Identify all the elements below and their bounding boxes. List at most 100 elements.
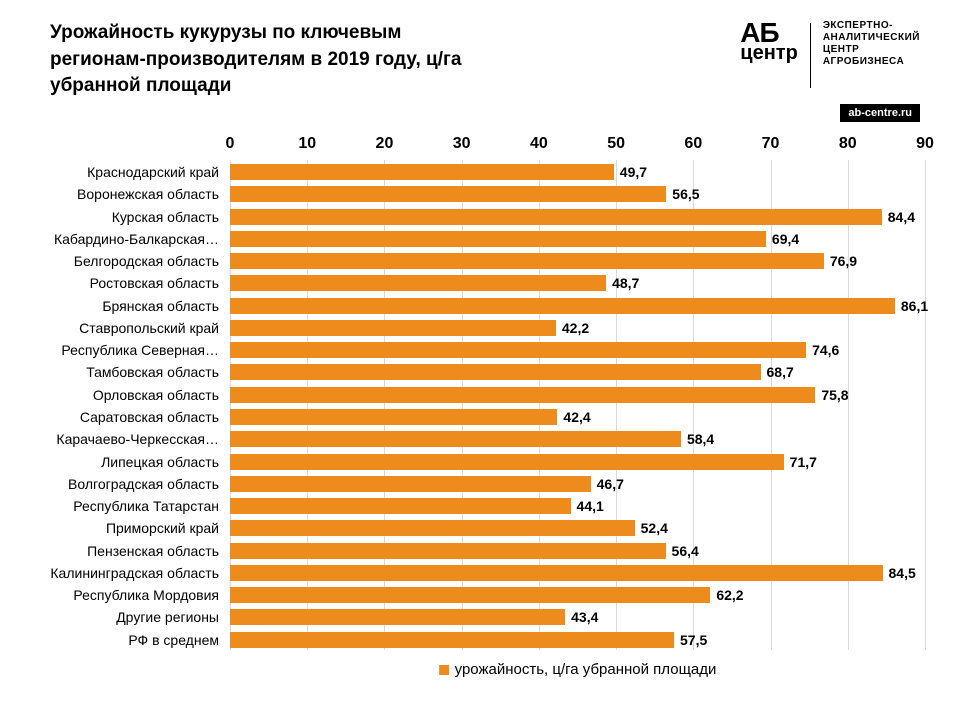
bar-row: Брянская область86,1 [230, 294, 925, 316]
value-label: 74,6 [812, 338, 839, 362]
category-label: Белгородская область [45, 249, 225, 273]
value-label: 69,4 [772, 227, 799, 251]
value-label: 46,7 [597, 472, 624, 496]
logo: АБ центр ЭКСПЕРТНО- АНАЛИТИЧЕСКИЙ ЦЕНТР … [740, 20, 920, 100]
bar-row: Волгоградская область46,7 [230, 472, 925, 494]
bar [230, 209, 882, 225]
x-axis-tick-label: 70 [762, 135, 780, 153]
value-label: 44,1 [577, 494, 604, 518]
category-label: Другие регионы [45, 605, 225, 629]
bar [230, 387, 815, 403]
category-label: Брянская область [45, 294, 225, 318]
x-axis-tick-label: 10 [298, 135, 316, 153]
category-label: Карачаево-Черкесская… [45, 427, 225, 451]
bar-row: Курская область84,4 [230, 205, 925, 227]
bar [230, 409, 557, 425]
value-label: 75,8 [821, 383, 848, 407]
bar-row: Ставропольский край42,2 [230, 316, 925, 338]
category-label: Липецкая область [45, 450, 225, 474]
value-label: 84,4 [888, 205, 915, 229]
bar-row: Карачаево-Черкесская…58,4 [230, 427, 925, 449]
bar [230, 342, 806, 358]
x-axis-tick-label: 60 [684, 135, 702, 153]
category-label: Орловская область [45, 383, 225, 407]
category-label: Кабардино-Балкарская… [45, 227, 225, 251]
value-label: 49,7 [620, 160, 647, 184]
bar-row: Саратовская область42,4 [230, 405, 925, 427]
bar-row: Белгородская область76,9 [230, 249, 925, 271]
value-label: 42,2 [562, 316, 589, 340]
value-label: 58,4 [687, 427, 714, 451]
bar [230, 520, 635, 536]
value-label: 56,4 [672, 539, 699, 563]
category-label: Волгоградская область [45, 472, 225, 496]
bar-row: Ростовская область48,7 [230, 271, 925, 293]
x-axis-tick-label: 20 [376, 135, 394, 153]
value-label: 62,2 [716, 583, 743, 607]
value-label: 71,7 [790, 450, 817, 474]
category-label: Пензенская область [45, 539, 225, 563]
bar [230, 565, 883, 581]
category-label: Тамбовская область [45, 360, 225, 384]
legend-swatch [439, 665, 449, 675]
legend: урожайность, ц/га убранной площади [439, 661, 717, 678]
bar [230, 454, 784, 470]
bar-row: Калининградская область84,5 [230, 561, 925, 583]
bar [230, 431, 681, 447]
category-label: Калининградская область [45, 561, 225, 585]
value-label: 56,5 [672, 182, 699, 206]
bar [230, 164, 614, 180]
bar [230, 253, 824, 269]
category-label: Республика Северная… [45, 338, 225, 362]
bar-row: Пензенская область56,4 [230, 539, 925, 561]
value-label: 68,7 [767, 360, 794, 384]
plot-area: урожайность, ц/га убранной площади 01020… [230, 160, 925, 650]
x-axis-tick-label: 50 [607, 135, 625, 153]
value-label: 42,4 [563, 405, 590, 429]
bar-row: Другие регионы43,4 [230, 605, 925, 627]
bar-row: Краснодарский край49,7 [230, 160, 925, 182]
gridline [925, 160, 926, 650]
bar [230, 320, 556, 336]
x-axis-tick-label: 0 [226, 135, 235, 153]
bar [230, 609, 565, 625]
category-label: Ростовская область [45, 271, 225, 295]
bar-row: Республика Татарстан44,1 [230, 494, 925, 516]
value-label: 48,7 [612, 271, 639, 295]
bar [230, 543, 666, 559]
bar [230, 498, 571, 514]
bar-row: Кабардино-Балкарская…69,4 [230, 227, 925, 249]
value-label: 57,5 [680, 628, 707, 652]
category-label: Саратовская область [45, 405, 225, 429]
category-label: Курская область [45, 205, 225, 229]
category-label: Республика Татарстан [45, 494, 225, 518]
x-axis-tick-label: 30 [453, 135, 471, 153]
logo-divider [810, 23, 811, 88]
value-label: 76,9 [830, 249, 857, 273]
category-label: Воронежская область [45, 182, 225, 206]
bar [230, 476, 591, 492]
x-axis-tick-label: 80 [839, 135, 857, 153]
x-axis-tick-label: 90 [916, 135, 934, 153]
bar-row: Приморский край52,4 [230, 516, 925, 538]
value-label: 52,4 [641, 516, 668, 540]
logo-centr: центр [740, 43, 798, 63]
bar-row: Орловская область75,8 [230, 383, 925, 405]
legend-label: урожайность, ц/га убранной площади [455, 661, 717, 678]
logo-url: ab-centre.ru [840, 104, 920, 122]
bar [230, 632, 674, 648]
bar-row: Тамбовская область68,7 [230, 360, 925, 382]
chart-title: Урожайность кукурузы по ключевым региона… [50, 20, 480, 100]
bar [230, 231, 766, 247]
bar-row: Воронежская область56,5 [230, 182, 925, 204]
chart: урожайность, ц/га убранной площади 0 10 20… [50, 130, 925, 680]
logo-tagline: ЭКСПЕРТНО- АНАЛИТИЧЕСКИЙ ЦЕНТР АГРОБИЗНЕ… [823, 20, 920, 68]
bar-row: Липецкая область71,7 [230, 450, 925, 472]
category-label: Краснодарский край [45, 160, 225, 184]
category-label: Приморский край [45, 516, 225, 540]
value-label: 84,5 [889, 561, 916, 585]
x-axis-tick-label: 40 [530, 135, 548, 153]
category-label: РФ в среднем [45, 628, 225, 652]
bar [230, 298, 895, 314]
category-label: Республика Мордовия [45, 583, 225, 607]
